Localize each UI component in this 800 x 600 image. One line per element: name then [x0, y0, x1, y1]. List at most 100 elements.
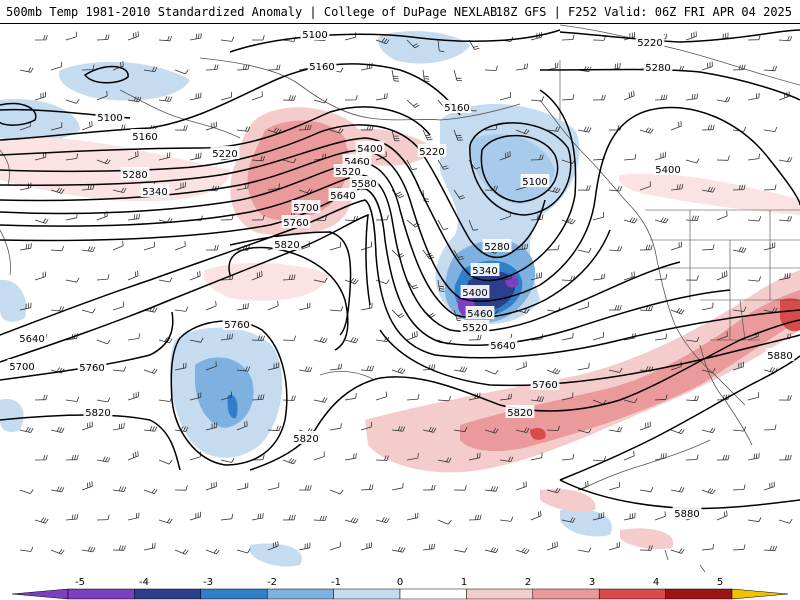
legend-swatch	[200, 588, 268, 600]
wind-barb	[127, 150, 139, 161]
wind-barb	[468, 392, 481, 401]
wind-barb	[391, 309, 405, 319]
wind-barb	[685, 336, 700, 342]
wind-barb	[96, 339, 111, 345]
wind-barb	[701, 61, 713, 71]
wind-barb	[65, 153, 78, 161]
wind-barb	[608, 426, 623, 433]
wind-barb	[282, 274, 296, 281]
contour-label-bg	[530, 377, 560, 390]
wind-barb	[220, 92, 232, 101]
wind-barb	[484, 369, 499, 375]
anomaly-color-scale: -5 -4 -3 -2 -1 0 1 2 3 4 5	[11, 577, 789, 600]
contour-label-bg	[222, 317, 252, 330]
wind-barb	[251, 91, 263, 101]
wind-barb	[453, 426, 468, 433]
wind-barb	[561, 392, 574, 401]
wind-barb	[329, 423, 342, 431]
wind-barb	[608, 481, 620, 491]
wind-barb	[670, 428, 685, 435]
wind-barb	[236, 303, 249, 311]
wind-barb	[81, 120, 93, 131]
wind-barb	[577, 247, 592, 253]
wind-barb	[623, 154, 637, 161]
wind-barb	[391, 367, 406, 374]
wind-barb	[422, 484, 436, 491]
contour-label-5700: 5700	[9, 362, 34, 373]
wind-barb	[561, 453, 575, 461]
header-bar: 500mb Temp 1981-2010 Standardized Anomal…	[0, 0, 800, 24]
contour-label-5400: 5400	[655, 165, 680, 176]
contour-label-bg	[482, 239, 512, 252]
wind-barb	[50, 61, 62, 71]
wind-barb	[251, 394, 265, 401]
wind-barb	[267, 64, 281, 71]
wind-barb	[81, 481, 93, 491]
wind-barb	[546, 126, 561, 132]
wind-barb	[716, 155, 730, 161]
wind-barb	[453, 129, 463, 141]
wind-barb	[530, 510, 542, 521]
contour-label-bg	[307, 59, 337, 72]
wind-barb	[530, 396, 545, 402]
wind-barb	[251, 512, 264, 521]
wind-barb	[763, 126, 778, 132]
wind-barb	[546, 244, 560, 251]
contour-label-5160: 5160	[309, 62, 334, 73]
wind-barb	[778, 91, 790, 101]
model-run-info: 18Z GFS | F252 Valid: 06Z FRI APR 04 202…	[495, 5, 792, 19]
wind-barb	[499, 151, 511, 161]
wind-barb	[174, 306, 189, 312]
wind-barb	[344, 517, 359, 524]
contour-label-bg	[355, 141, 385, 154]
wind-barb	[546, 487, 561, 494]
contour-5100-north	[229, 29, 561, 53]
wind-barb	[701, 244, 715, 251]
legend-tick-label: 5	[717, 577, 723, 588]
wind-barb	[484, 65, 498, 71]
wind-barb	[267, 482, 280, 491]
wind-barb	[143, 542, 156, 551]
contour-5520	[0, 174, 681, 333]
wind-barb	[670, 548, 685, 554]
wind-barb	[515, 427, 530, 433]
wind-barb	[158, 518, 173, 524]
wind-barb	[577, 547, 592, 553]
wind-barb	[747, 392, 759, 401]
wind-barb	[96, 90, 108, 101]
wind-barb	[499, 274, 513, 281]
contour-label-bg	[120, 167, 150, 180]
legend-tick-label: -2	[267, 577, 277, 588]
wind-barb	[375, 279, 390, 285]
wind-barb	[112, 61, 124, 71]
contour-label-bg	[349, 176, 379, 189]
wind-barb	[654, 273, 668, 281]
wind-barb	[252, 35, 265, 41]
wind-barb	[406, 394, 420, 401]
wind-barb	[50, 486, 65, 493]
contour-label-bg	[291, 431, 321, 444]
wind-barb	[515, 243, 529, 251]
wind-barb	[267, 300, 279, 311]
wind-barb	[112, 301, 124, 311]
wind-barb	[716, 510, 728, 521]
wind-barb	[747, 276, 762, 282]
contour-label-5160: 5160	[132, 132, 157, 143]
wind-barb	[267, 540, 279, 551]
wind-barb	[577, 185, 591, 191]
wind-barb	[298, 124, 312, 131]
wind-barb	[623, 90, 635, 101]
wind-barb	[96, 34, 110, 41]
wind-barb	[158, 35, 173, 42]
wind-barb	[251, 155, 266, 162]
legend-tick-label: -5	[75, 577, 85, 588]
contour-label-5640: 5640	[330, 191, 355, 202]
wind-barb	[453, 249, 465, 260]
wind-barb	[639, 244, 653, 251]
wind-barb	[406, 99, 420, 108]
wind-barb	[19, 546, 34, 552]
wind-barb	[329, 541, 341, 551]
wind-barb	[530, 154, 544, 161]
wind-barb	[453, 366, 468, 373]
wind-barb	[747, 153, 760, 161]
